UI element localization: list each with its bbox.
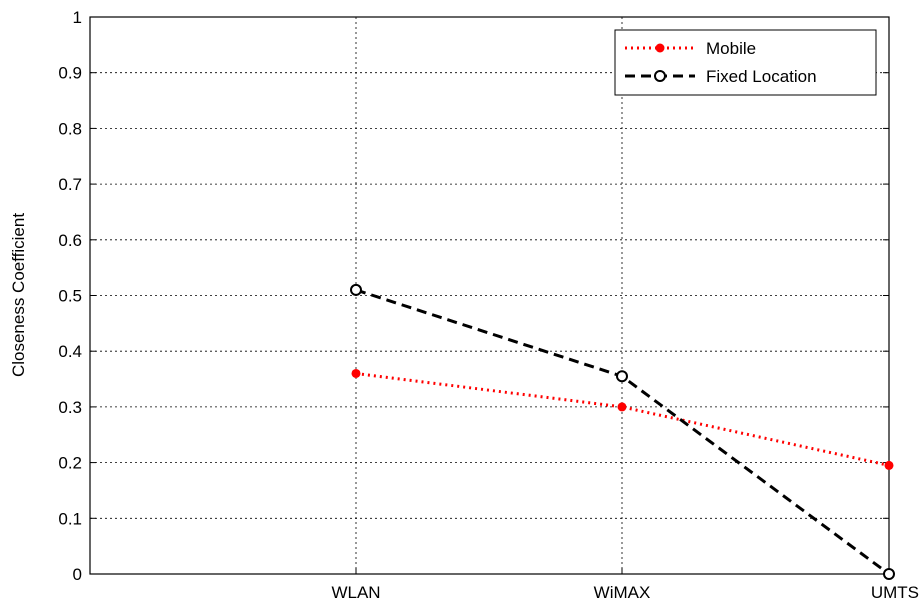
y-tick-label: 0.5 [58, 287, 82, 306]
y-tick-label: 0.8 [58, 119, 82, 138]
series-layer [350, 283, 895, 580]
x-tick-label: WLAN [331, 583, 380, 602]
x-ticks: WLAN WiMAX UMTS [331, 568, 919, 602]
y-tick-label: 0.2 [58, 454, 82, 473]
legend-mobile-marker [655, 43, 665, 53]
data-point [616, 370, 628, 383]
y-axis-label: Closeness Coefficient [9, 213, 28, 377]
legend-box [614, 29, 877, 96]
legend-mobile-label: Mobile [706, 39, 756, 58]
y-tick-label: 0.4 [58, 342, 82, 361]
data-point [350, 283, 362, 296]
y-tick-label: 0.3 [58, 398, 82, 417]
data-point [884, 460, 894, 470]
plot-frame [89, 16, 890, 575]
y-ticks: 0 0.1 0.2 0.3 0.4 0.5 0.6 0.7 0.8 0.9 1 [58, 8, 889, 584]
legend: Mobile Fixed Location [614, 29, 877, 96]
y-tick-label: 0.1 [58, 509, 82, 528]
series-line-0 [355, 371, 890, 467]
y-tick-label: 0.6 [58, 231, 82, 250]
data-point [883, 568, 895, 580]
legend-fixed-marker [654, 70, 666, 82]
y-tick-label: 0.9 [58, 64, 82, 83]
data-point [351, 368, 361, 378]
y-tick-label: 0 [73, 565, 82, 584]
plot-background [90, 17, 889, 574]
y-tick-label: 1 [73, 8, 82, 27]
x-tick-label: UMTS [871, 583, 919, 602]
x-tick-label: WiMAX [594, 583, 651, 602]
data-point [617, 402, 627, 412]
y-tick-label: 0.7 [58, 175, 82, 194]
legend-fixed-label: Fixed Location [706, 67, 817, 86]
